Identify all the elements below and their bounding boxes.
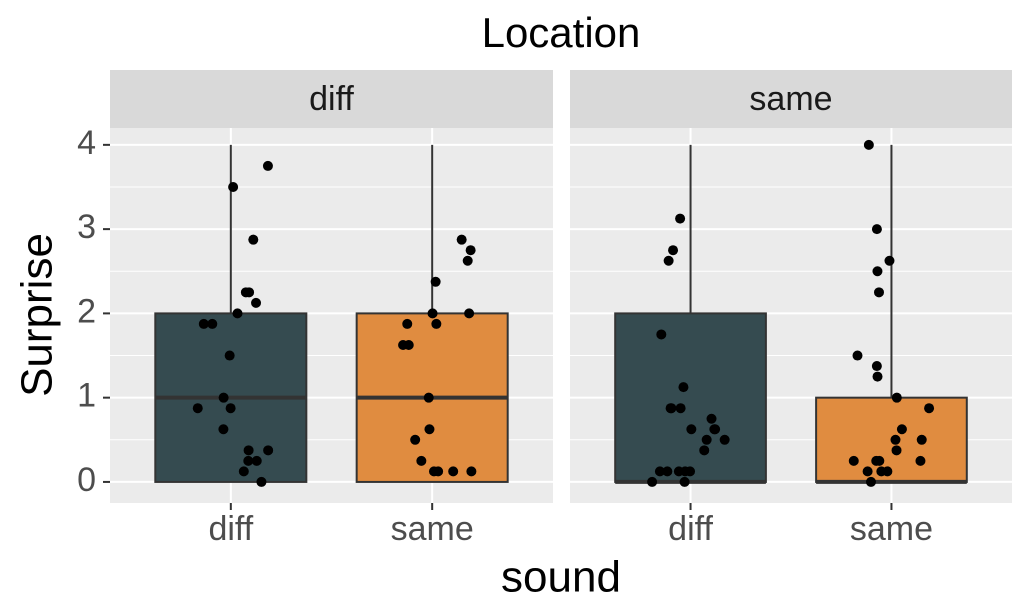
point	[224, 350, 235, 361]
point	[871, 224, 882, 235]
point	[654, 466, 665, 477]
point	[890, 434, 901, 445]
point	[891, 392, 902, 403]
x-axis-label: sound	[501, 553, 621, 602]
point	[699, 445, 710, 456]
point	[430, 276, 441, 287]
point	[710, 424, 721, 435]
point	[465, 245, 476, 256]
point	[679, 476, 690, 487]
point	[915, 455, 926, 466]
point	[251, 297, 262, 308]
point	[462, 255, 473, 266]
y-tick-label: 0	[77, 461, 96, 499]
y-tick-label: 4	[77, 124, 96, 162]
point	[424, 424, 435, 435]
point	[719, 434, 730, 445]
point	[238, 466, 249, 477]
point	[863, 139, 874, 150]
point	[464, 308, 475, 319]
point	[431, 318, 442, 329]
point	[218, 424, 229, 435]
point	[871, 361, 882, 372]
point	[647, 476, 658, 487]
point	[456, 234, 467, 245]
point	[243, 445, 254, 456]
y-axis-label: Surprise	[13, 233, 62, 397]
point	[228, 181, 239, 192]
point	[218, 392, 229, 403]
point	[876, 466, 887, 477]
box	[614, 312, 767, 483]
strip-background	[110, 70, 553, 128]
point	[663, 255, 674, 266]
point	[198, 318, 209, 329]
point	[433, 466, 444, 477]
point	[656, 329, 667, 340]
point	[852, 350, 863, 361]
point	[410, 434, 421, 445]
x-tick-label: same	[391, 510, 474, 548]
point	[848, 455, 859, 466]
point	[423, 392, 434, 403]
point	[668, 245, 679, 256]
point	[891, 445, 902, 456]
point	[678, 382, 689, 393]
point	[675, 403, 686, 414]
point	[251, 455, 262, 466]
y-tick-label: 2	[77, 292, 96, 330]
point	[675, 213, 686, 224]
chart-title: Location	[482, 9, 641, 56]
strip-label: same	[749, 80, 832, 118]
y-tick-label: 1	[77, 377, 96, 415]
y-tick-label: 3	[77, 208, 96, 246]
point	[448, 466, 459, 477]
point	[263, 445, 274, 456]
point	[666, 403, 677, 414]
point	[680, 466, 691, 477]
point	[916, 434, 927, 445]
point	[466, 466, 477, 477]
point	[862, 466, 873, 477]
point	[884, 255, 895, 266]
point	[398, 339, 409, 350]
point	[207, 318, 218, 329]
point	[243, 455, 254, 466]
point	[872, 266, 883, 277]
point	[873, 287, 884, 298]
point	[701, 434, 712, 445]
point	[256, 476, 267, 487]
point	[192, 403, 203, 414]
point	[232, 308, 243, 319]
point	[874, 455, 885, 466]
point	[865, 476, 876, 487]
point	[262, 160, 273, 171]
point	[872, 371, 883, 382]
strip-background	[570, 70, 1012, 128]
point	[248, 234, 259, 245]
x-tick-label: diff	[208, 510, 253, 548]
x-tick-label: diff	[668, 510, 713, 548]
point	[896, 424, 907, 435]
point	[244, 287, 255, 298]
strip-label: diff	[309, 80, 354, 118]
point	[662, 466, 673, 477]
point	[402, 318, 413, 329]
x-tick-label: same	[850, 510, 933, 548]
point	[416, 455, 427, 466]
point	[686, 424, 697, 435]
point	[427, 308, 438, 319]
point	[706, 413, 717, 424]
point	[225, 403, 236, 414]
point	[924, 403, 935, 414]
